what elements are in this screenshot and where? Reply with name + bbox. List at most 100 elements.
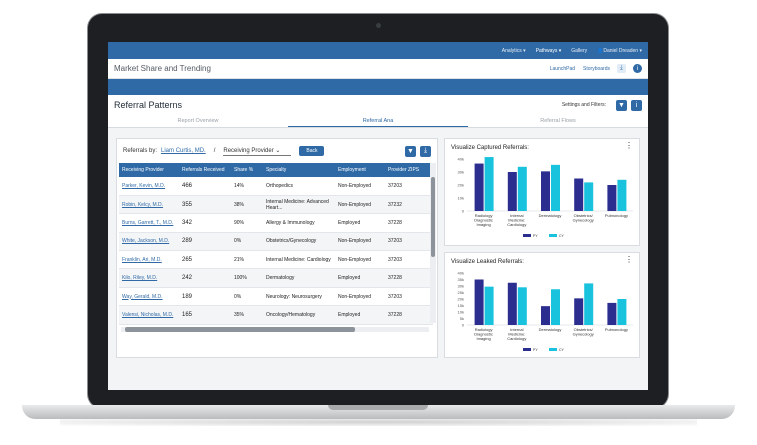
provider-cell[interactable]: Valensi, Nicholas, M.D. bbox=[119, 305, 179, 325]
table-download-icon[interactable]: ⤓ bbox=[420, 145, 431, 157]
referrals-panel: Referrals by: Liam Curtis, MD. / Receivi… bbox=[116, 138, 438, 358]
y-tick-label: 0 bbox=[462, 323, 465, 328]
zip-cell: 37203 bbox=[385, 250, 433, 270]
y-tick-label: 20k bbox=[458, 297, 464, 302]
col-provider-zips[interactable]: Provider ZIPS bbox=[385, 163, 433, 177]
table-row[interactable]: Valensi, Nicholas, M.D. 165 35% Oncology/He… bbox=[119, 305, 433, 325]
captured-referrals-chart: 40k 30k 20k 10k 0 Radiology Diagnostic Imaging I… bbox=[458, 157, 633, 238]
table-row[interactable]: Parker, Kevin, M.D. 466 14% Orthopedics Non-… bbox=[119, 177, 433, 196]
bar-cy[interactable] bbox=[617, 299, 627, 325]
horizontal-scroll-thumb[interactable] bbox=[125, 327, 355, 332]
table-row[interactable]: Kilo, Riley, M.D. 242 100% Dermatology Emplo… bbox=[119, 268, 433, 288]
bar-py[interactable] bbox=[474, 163, 484, 211]
info-button-icon[interactable]: i bbox=[631, 99, 642, 111]
captured-referrals-card: Visualize Captured Referrals: ⋮ 40k 30k 20… bbox=[444, 138, 640, 246]
bar-cy[interactable] bbox=[617, 179, 627, 211]
bar-py[interactable] bbox=[507, 172, 517, 211]
specialty-cell: Orthopedics bbox=[263, 177, 335, 196]
referrals-cell: 342 bbox=[179, 213, 231, 233]
bar-py[interactable] bbox=[474, 279, 484, 326]
bar-cy[interactable] bbox=[584, 182, 594, 211]
launchpad-link[interactable]: LaunchPad bbox=[549, 65, 576, 72]
col-employment[interactable]: Employment bbox=[335, 163, 385, 177]
table-filter-icon[interactable]: ▼ bbox=[405, 145, 416, 157]
provider-cell[interactable]: Parker, Kevin, M.D. bbox=[119, 177, 179, 196]
provider-cell[interactable]: White, Jackson, M.D. bbox=[119, 232, 179, 252]
x-tick-label: Internal Medicine: Cardiology bbox=[507, 213, 526, 227]
vertical-scrollbar[interactable] bbox=[430, 163, 436, 323]
storyboards-link[interactable]: Storyboards bbox=[583, 65, 610, 72]
x-tick-label: Internal Medicine: Cardiology bbox=[507, 327, 526, 341]
nav-analytics[interactable]: Analytics ▾ bbox=[501, 47, 526, 54]
bar-cy[interactable] bbox=[517, 287, 527, 325]
provider-cell[interactable]: Kilo, Riley, M.D. bbox=[119, 268, 179, 288]
bar-cy[interactable] bbox=[551, 164, 560, 211]
report-header: Referral Patterns Settings and Filters: … bbox=[108, 95, 648, 115]
table-header-row: Receiving Provider Referrals Received Sh… bbox=[119, 163, 433, 177]
referrals-cell: 189 bbox=[179, 287, 231, 307]
nav-gallery[interactable]: Gallery bbox=[571, 47, 588, 54]
back-button[interactable]: Back bbox=[299, 146, 325, 156]
col-referrals-received[interactable]: Referrals Received bbox=[179, 163, 231, 177]
bar-cy[interactable] bbox=[551, 289, 560, 325]
y-tick-label: 40k bbox=[458, 271, 464, 276]
bar-py[interactable] bbox=[541, 171, 550, 211]
breadcrumb-separator: / bbox=[213, 148, 216, 154]
col-specialty[interactable]: Specialty bbox=[263, 163, 335, 177]
zip-cell: 37203 bbox=[385, 177, 433, 196]
bar-py[interactable] bbox=[541, 306, 550, 325]
leaked-chart-title: Visualize Leaked Referrals: bbox=[451, 259, 524, 265]
x-tick-label: Dermatology bbox=[539, 213, 562, 218]
provider-cell[interactable]: Burns, Garrett, T., M.D. bbox=[119, 213, 179, 233]
table-row[interactable]: Franklin, Ari, M.D. 265 21% Internal Medici… bbox=[119, 250, 433, 270]
table-row[interactable]: Way, Gerald, M.D. 189 0% Neurology: Neurosu… bbox=[119, 287, 433, 307]
bar-py[interactable] bbox=[574, 178, 584, 212]
dimension-select[interactable]: Receiving Provider ⌄ bbox=[223, 147, 292, 156]
y-tick-label: 20k bbox=[458, 183, 464, 188]
y-tick-label: 5k bbox=[460, 316, 464, 321]
more-options-icon[interactable]: ⋮ bbox=[625, 141, 633, 150]
tab-report-overview[interactable]: Report Overview bbox=[177, 118, 219, 124]
top-nav: Analytics ▾ Pathways ▾ Gallery 👤Daniel D… bbox=[108, 42, 648, 59]
x-tick-label: Obstetrics/Gynecology bbox=[573, 213, 594, 223]
bar-cy[interactable] bbox=[484, 286, 494, 325]
table-row[interactable]: Robin, Kelcy, M.D. 355 38% Internal Medicin… bbox=[119, 195, 433, 215]
download-icon[interactable]: ⤓ bbox=[617, 64, 626, 73]
nav-pathways[interactable]: Pathways ▾ bbox=[535, 47, 562, 54]
bar-cy[interactable] bbox=[517, 166, 527, 211]
tab-referral-flows[interactable]: Referral Flows bbox=[540, 118, 576, 124]
bar-cy[interactable] bbox=[484, 157, 494, 211]
employment-cell: Non-Employed bbox=[335, 232, 385, 252]
specialty-cell: Neurology: Neurosurgery bbox=[263, 287, 335, 307]
filter-icon[interactable]: ▼ bbox=[616, 99, 627, 111]
laptop-shadow bbox=[60, 418, 697, 426]
y-tick-label: 15k bbox=[458, 303, 464, 308]
nav-user-menu[interactable]: 👤Daniel Dreaden ▾ bbox=[597, 48, 642, 54]
zip-cell: 37232 bbox=[385, 195, 433, 215]
bar-cy[interactable] bbox=[584, 283, 594, 325]
employment-cell: Non-Employed bbox=[335, 287, 385, 307]
table-row[interactable]: Burns, Garrett, T., M.D. 342 90% Allergy & … bbox=[119, 213, 433, 233]
table-row[interactable]: White, Jackson, M.D. 289 0% Obstetrics/Gyne… bbox=[119, 232, 433, 252]
provider-breadcrumb-link[interactable]: Liam Curtis, MD. bbox=[161, 148, 206, 154]
employment-cell: Employed bbox=[335, 213, 385, 233]
more-options-icon[interactable]: ⋮ bbox=[625, 255, 633, 264]
report-tabs: Report Overview Referral Ana Referral Fl… bbox=[108, 115, 648, 128]
y-tick-label: 30k bbox=[458, 284, 464, 289]
specialty-cell: Internal Medicine: Cardiology bbox=[263, 250, 335, 270]
bar-py[interactable] bbox=[607, 302, 617, 325]
bar-py[interactable] bbox=[507, 282, 517, 325]
vertical-scroll-thumb[interactable] bbox=[431, 177, 435, 257]
col-receiving-provider[interactable]: Receiving Provider bbox=[119, 163, 179, 177]
info-icon[interactable]: i bbox=[633, 64, 642, 73]
bar-py[interactable] bbox=[574, 298, 584, 325]
col-share[interactable]: Share % bbox=[231, 163, 263, 177]
employment-cell: Non-Employed bbox=[335, 250, 385, 270]
provider-cell[interactable]: Way, Gerald, M.D. bbox=[119, 287, 179, 307]
referrals-table: Receiving Provider Referrals Received Sh… bbox=[119, 163, 433, 325]
provider-cell[interactable]: Robin, Kelcy, M.D. bbox=[119, 195, 179, 215]
horizontal-scrollbar[interactable] bbox=[121, 327, 429, 332]
bar-py[interactable] bbox=[607, 185, 617, 211]
provider-cell[interactable]: Franklin, Ari, M.D. bbox=[119, 250, 179, 270]
tab-referral-analysis[interactable]: Referral Ana bbox=[288, 115, 468, 127]
